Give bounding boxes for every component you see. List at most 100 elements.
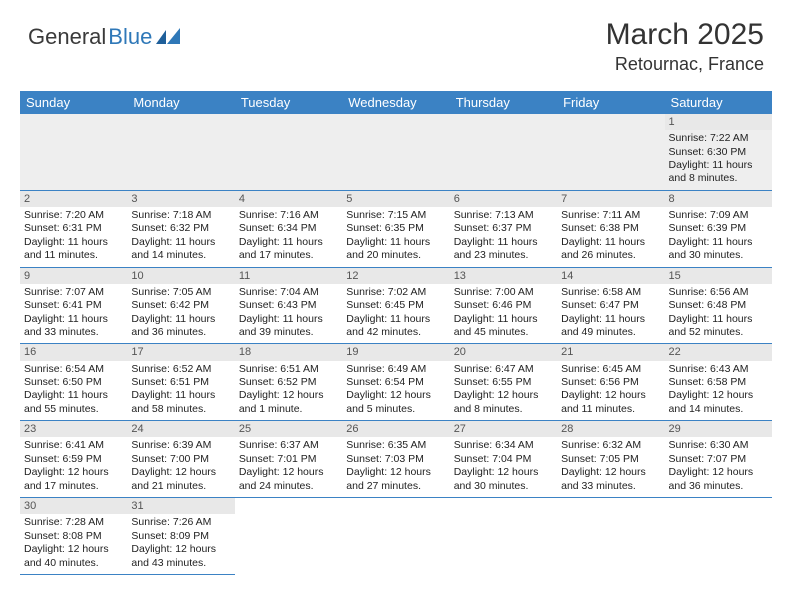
cell-daylight2: and 1 minute.: [239, 403, 338, 416]
day-number: 6: [450, 191, 557, 207]
calendar-cell: 11 Sunrise: 7:04 AMSunset: 6:43 PMDayligh…: [235, 267, 342, 344]
calendar-cell: 27Sunrise: 6:34 AMSunset: 7:04 PMDayligh…: [450, 421, 557, 498]
day-number: 1: [665, 114, 772, 130]
day-number: 3: [127, 191, 234, 207]
calendar-cell: 5Sunrise: 7:15 AMSunset: 6:35 PMDaylight…: [342, 190, 449, 267]
calendar-row: 16Sunrise: 6:54 AMSunset: 6:50 PMDayligh…: [20, 344, 772, 421]
day-number: 29: [665, 421, 772, 437]
cell-daylight2: and 36 minutes.: [131, 326, 230, 339]
cell-sunset: Sunset: 6:38 PM: [561, 222, 660, 235]
calendar-cell: 4Sunrise: 7:16 AMSunset: 6:34 PMDaylight…: [235, 190, 342, 267]
day-number: 22: [665, 344, 772, 360]
calendar-cell: 26Sunrise: 6:35 AMSunset: 7:03 PMDayligh…: [342, 421, 449, 498]
day-number: 27: [450, 421, 557, 437]
cell-sunset: Sunset: 6:30 PM: [669, 146, 768, 159]
cell-daylight2: and 39 minutes.: [239, 326, 338, 339]
cell-daylight2: and 58 minutes.: [131, 403, 230, 416]
weekday-header: Thursday: [450, 91, 557, 114]
calendar-cell: [557, 498, 664, 575]
cell-daylight1: Daylight: 12 hours: [24, 543, 123, 556]
calendar-table: SundayMondayTuesdayWednesdayThursdayFrid…: [20, 91, 772, 575]
day-number: 9: [20, 268, 127, 284]
title-block: March 2025 Retournac, France: [606, 18, 764, 75]
cell-sunset: Sunset: 7:00 PM: [131, 453, 230, 466]
cell-daylight1: Daylight: 12 hours: [669, 466, 768, 479]
header: General Blue March 2025 Retournac, Franc…: [0, 0, 792, 83]
day-number: 17: [127, 344, 234, 360]
cell-daylight2: and 45 minutes.: [454, 326, 553, 339]
calendar-cell: [450, 498, 557, 575]
cell-daylight1: Daylight: 12 hours: [346, 389, 445, 402]
cell-daylight2: and 55 minutes.: [24, 403, 123, 416]
cell-daylight1: Daylight: 11 hours: [669, 236, 768, 249]
cell-sunrise: Sunrise: 6:45 AM: [561, 363, 660, 376]
cell-daylight2: and 5 minutes.: [346, 403, 445, 416]
cell-daylight1: Daylight: 12 hours: [131, 466, 230, 479]
day-number: 30: [20, 498, 127, 514]
cell-daylight1: Daylight: 11 hours: [239, 313, 338, 326]
cell-sunrise: Sunrise: 7:22 AM: [669, 132, 768, 145]
calendar-cell: [235, 498, 342, 575]
cell-sunrise: Sunrise: 7:00 AM: [454, 286, 553, 299]
cell-daylight2: and 42 minutes.: [346, 326, 445, 339]
cell-daylight2: and 33 minutes.: [24, 326, 123, 339]
calendar-cell: 21Sunrise: 6:45 AMSunset: 6:56 PMDayligh…: [557, 344, 664, 421]
cell-sunrise: Sunrise: 7:18 AM: [131, 209, 230, 222]
calendar-cell: 3Sunrise: 7:18 AMSunset: 6:32 PMDaylight…: [127, 190, 234, 267]
cell-sunrise: Sunrise: 7:28 AM: [24, 516, 123, 529]
calendar-cell: 28Sunrise: 6:32 AMSunset: 7:05 PMDayligh…: [557, 421, 664, 498]
cell-daylight2: and 52 minutes.: [669, 326, 768, 339]
cell-sunset: Sunset: 8:08 PM: [24, 530, 123, 543]
cell-sunset: Sunset: 6:59 PM: [24, 453, 123, 466]
cell-sunrise: Sunrise: 6:47 AM: [454, 363, 553, 376]
cell-daylight2: and 27 minutes.: [346, 480, 445, 493]
cell-sunset: Sunset: 6:46 PM: [454, 299, 553, 312]
cell-daylight2: and 14 minutes.: [669, 403, 768, 416]
cell-sunrise: Sunrise: 7:11 AM: [561, 209, 660, 222]
day-number: 10: [127, 268, 234, 284]
cell-sunrise: Sunrise: 6:54 AM: [24, 363, 123, 376]
day-number: 24: [127, 421, 234, 437]
cell-sunset: Sunset: 6:55 PM: [454, 376, 553, 389]
cell-daylight2: and 40 minutes.: [24, 557, 123, 570]
cell-daylight2: and 21 minutes.: [131, 480, 230, 493]
calendar-cell: 15Sunrise: 6:56 AMSunset: 6:48 PMDayligh…: [665, 267, 772, 344]
day-number: 11: [235, 268, 342, 284]
cell-sunrise: Sunrise: 7:16 AM: [239, 209, 338, 222]
month-title: March 2025: [606, 18, 764, 52]
cell-daylight1: Daylight: 12 hours: [454, 466, 553, 479]
calendar-cell: 20Sunrise: 6:47 AMSunset: 6:55 PMDayligh…: [450, 344, 557, 421]
calendar-cell: [342, 498, 449, 575]
cell-sunset: Sunset: 6:35 PM: [346, 222, 445, 235]
cell-sunrise: Sunrise: 6:41 AM: [24, 439, 123, 452]
cell-sunrise: Sunrise: 6:43 AM: [669, 363, 768, 376]
day-number: 26: [342, 421, 449, 437]
day-number: 28: [557, 421, 664, 437]
day-number: 13: [450, 268, 557, 284]
day-number: 5: [342, 191, 449, 207]
brand-part1: General: [28, 24, 106, 50]
cell-daylight1: Daylight: 11 hours: [131, 236, 230, 249]
cell-daylight1: Daylight: 11 hours: [24, 389, 123, 402]
cell-sunrise: Sunrise: 7:15 AM: [346, 209, 445, 222]
day-number: 4: [235, 191, 342, 207]
cell-sunset: Sunset: 6:56 PM: [561, 376, 660, 389]
cell-sunrise: Sunrise: 7:02 AM: [346, 286, 445, 299]
cell-sunset: Sunset: 6:43 PM: [239, 299, 338, 312]
cell-sunrise: Sunrise: 7:20 AM: [24, 209, 123, 222]
cell-daylight1: Daylight: 11 hours: [24, 236, 123, 249]
cell-sunrise: Sunrise: 6:32 AM: [561, 439, 660, 452]
cell-sunrise: Sunrise: 6:58 AM: [561, 286, 660, 299]
day-number: 7: [557, 191, 664, 207]
calendar-cell: 24Sunrise: 6:39 AMSunset: 7:00 PMDayligh…: [127, 421, 234, 498]
cell-sunrise: Sunrise: 6:37 AM: [239, 439, 338, 452]
weekday-header: Monday: [127, 91, 234, 114]
cell-sunset: Sunset: 7:03 PM: [346, 453, 445, 466]
cell-daylight2: and 30 minutes.: [669, 249, 768, 262]
cell-sunset: Sunset: 7:05 PM: [561, 453, 660, 466]
flag-icon: [156, 28, 182, 46]
cell-sunset: Sunset: 7:01 PM: [239, 453, 338, 466]
calendar-cell: [20, 114, 127, 190]
cell-sunrise: Sunrise: 7:04 AM: [239, 286, 338, 299]
calendar-cell: 12Sunrise: 7:02 AMSunset: 6:45 PMDayligh…: [342, 267, 449, 344]
